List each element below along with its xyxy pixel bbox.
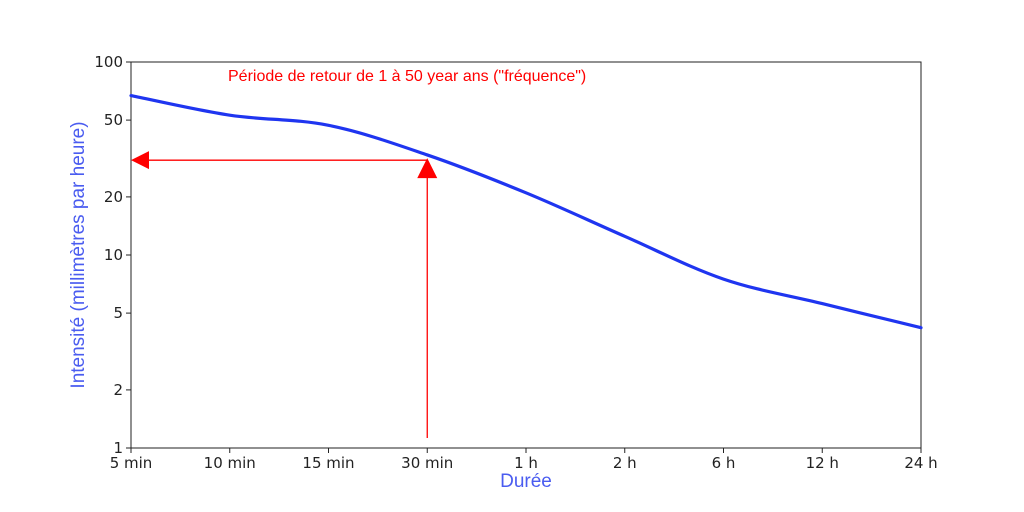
x-tick-label: 12 h <box>806 454 839 472</box>
x-tick-label: 24 h <box>904 454 937 472</box>
series-line <box>129 93 923 330</box>
x-tick-label: 6 h <box>712 454 736 472</box>
y-tick-label: 10 <box>104 246 123 264</box>
y-tick-label: 50 <box>104 111 123 129</box>
y-tick-label: 20 <box>104 188 123 206</box>
y-axis-title: Intensité (millimètres par heure) <box>68 121 89 388</box>
plot-area <box>130 61 922 449</box>
x-tick-label: 5 min <box>110 454 153 472</box>
horizontal-arrow-head <box>131 151 149 170</box>
plot-frame <box>130 61 922 449</box>
vertical-arrow-head <box>417 158 438 179</box>
y-tick-label: 1 <box>113 439 123 457</box>
annotation-layer <box>131 151 438 438</box>
x-axis: 5 min 10 min 15 min 30 min 1 h 2 h 6 h 12 h 24 h <box>110 448 938 472</box>
y-axis: 1 2 5 10 20 50 100 <box>94 53 131 457</box>
y-tick-label: 2 <box>113 381 123 399</box>
x-tick-label: 10 min <box>204 454 256 472</box>
x-tick-label: 15 min <box>302 454 354 472</box>
y-tick-label: 5 <box>113 304 123 322</box>
x-tick-label: 1 h <box>514 454 538 472</box>
x-tick-label: 30 min <box>401 454 453 472</box>
x-tick-label: 2 h <box>613 454 637 472</box>
x-axis-title: Durée <box>500 471 552 492</box>
y-tick-label: 100 <box>94 53 123 71</box>
series-layer <box>129 93 923 330</box>
annotation-text: Période de retour de 1 à 50 year ans ("f… <box>228 68 586 85</box>
